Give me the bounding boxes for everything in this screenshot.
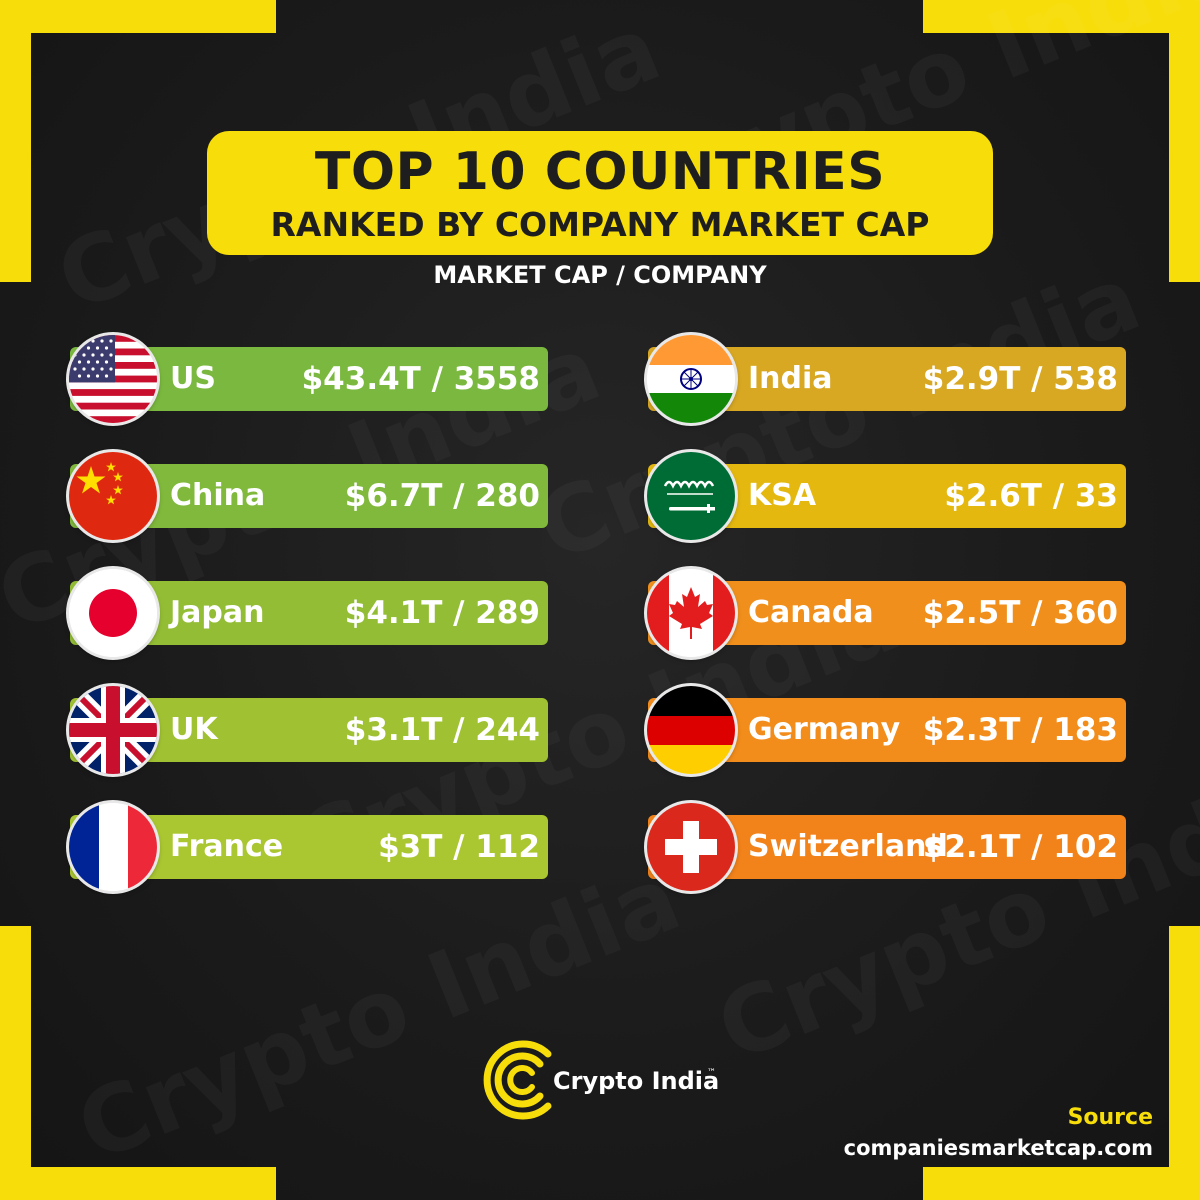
canada-flag-icon: [647, 569, 735, 657]
corner-bracket-top-left-v: [0, 0, 31, 282]
germany-flag-icon: [647, 686, 735, 774]
market-cap-value: $2.6T / 33: [944, 478, 1118, 514]
saudi-flag-icon: [647, 452, 735, 540]
country-name: Canada: [748, 595, 874, 630]
watermark-text: Crypto India: [703, 745, 1200, 1083]
country-name: UK: [170, 712, 218, 747]
source-url: companiesmarketcap.com: [843, 1136, 1153, 1160]
source-label: Source: [1067, 1105, 1153, 1130]
watermark-text: Crypto India: [523, 245, 1154, 583]
country-name: India: [748, 361, 833, 396]
crypto-india-logo-icon: [483, 1040, 552, 1120]
country-name: Japan: [170, 595, 265, 630]
market-cap-value: $2.3T / 183: [922, 712, 1118, 748]
corner-bracket-bottom-left-v: [0, 926, 31, 1200]
page-subtitle: RANKED BY COMPANY MARKET CAP: [270, 205, 930, 244]
country-name: KSA: [748, 478, 817, 513]
market-cap-value: $2.9T / 538: [922, 361, 1118, 397]
market-cap-value: $3.1T / 244: [344, 712, 540, 748]
title-banner: TOP 10 COUNTRIES RANKED BY COMPANY MARKE…: [207, 131, 993, 255]
corner-bracket-bottom-right-h: [923, 1167, 1200, 1200]
market-cap-value: $3T / 112: [378, 829, 540, 865]
china-flag-icon: [69, 452, 157, 540]
india-flag-icon: [647, 335, 735, 423]
corner-bracket-top-right-h: [923, 0, 1200, 33]
uk-flag-icon: [69, 686, 157, 774]
watermark-text: Crypto India: [63, 845, 694, 1183]
japan-flag-icon: [69, 569, 157, 657]
corner-bracket-top-right-v: [1169, 0, 1200, 282]
brand-name: Crypto India: [553, 1067, 720, 1095]
corner-bracket-bottom-left-h: [0, 1167, 276, 1200]
corner-bracket-bottom-right-v: [1169, 926, 1200, 1200]
switzerland-flag-icon: [647, 803, 735, 891]
market-cap-value: $4.1T / 289: [344, 595, 540, 631]
market-cap-value: $2.1T / 102: [922, 829, 1118, 865]
country-name: Switzerland: [748, 829, 948, 864]
market-cap-value: $43.4T / 3558: [301, 361, 540, 397]
trademark-symbol: ™: [707, 1068, 716, 1078]
market-cap-value: $6.7T / 280: [344, 478, 540, 514]
country-name: France: [170, 829, 284, 864]
us-flag-icon: [69, 335, 157, 423]
country-name: China: [170, 478, 266, 513]
france-flag-icon: [69, 803, 157, 891]
page-title: TOP 10 COUNTRIES: [314, 142, 886, 202]
country-name: Germany: [748, 712, 901, 747]
column-label: MARKET CAP / COMPANY: [433, 261, 767, 289]
corner-bracket-top-left-h: [0, 0, 276, 33]
market-cap-value: $2.5T / 360: [922, 595, 1118, 631]
country-name: US: [170, 361, 216, 396]
